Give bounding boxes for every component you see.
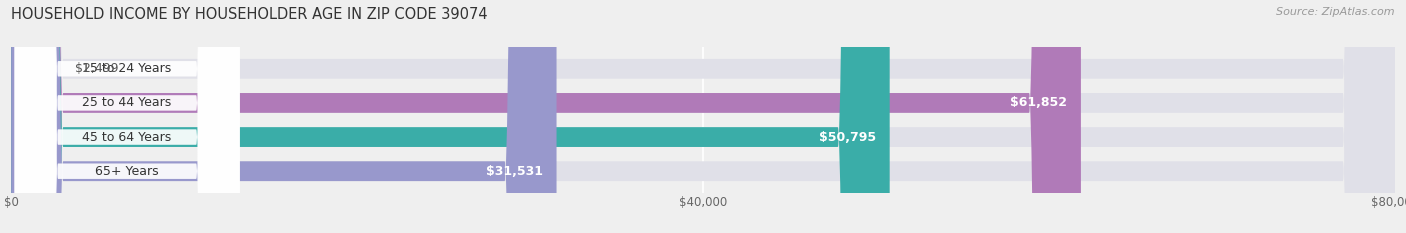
- Text: $31,531: $31,531: [485, 165, 543, 178]
- FancyBboxPatch shape: [14, 0, 239, 233]
- FancyBboxPatch shape: [11, 0, 1395, 233]
- Text: 65+ Years: 65+ Years: [96, 165, 159, 178]
- FancyBboxPatch shape: [11, 0, 1395, 233]
- Text: $2,499: $2,499: [75, 62, 118, 75]
- Text: Source: ZipAtlas.com: Source: ZipAtlas.com: [1277, 7, 1395, 17]
- FancyBboxPatch shape: [14, 0, 239, 233]
- FancyBboxPatch shape: [11, 0, 890, 233]
- Text: 45 to 64 Years: 45 to 64 Years: [83, 130, 172, 144]
- FancyBboxPatch shape: [11, 0, 55, 233]
- Text: $61,852: $61,852: [1010, 96, 1067, 110]
- FancyBboxPatch shape: [14, 0, 239, 233]
- Text: 25 to 44 Years: 25 to 44 Years: [83, 96, 172, 110]
- FancyBboxPatch shape: [11, 0, 557, 233]
- Text: HOUSEHOLD INCOME BY HOUSEHOLDER AGE IN ZIP CODE 39074: HOUSEHOLD INCOME BY HOUSEHOLDER AGE IN Z…: [11, 7, 488, 22]
- Text: $50,795: $50,795: [818, 130, 876, 144]
- FancyBboxPatch shape: [11, 0, 1395, 233]
- FancyBboxPatch shape: [11, 0, 1081, 233]
- Text: 15 to 24 Years: 15 to 24 Years: [83, 62, 172, 75]
- FancyBboxPatch shape: [14, 0, 239, 233]
- FancyBboxPatch shape: [11, 0, 1395, 233]
